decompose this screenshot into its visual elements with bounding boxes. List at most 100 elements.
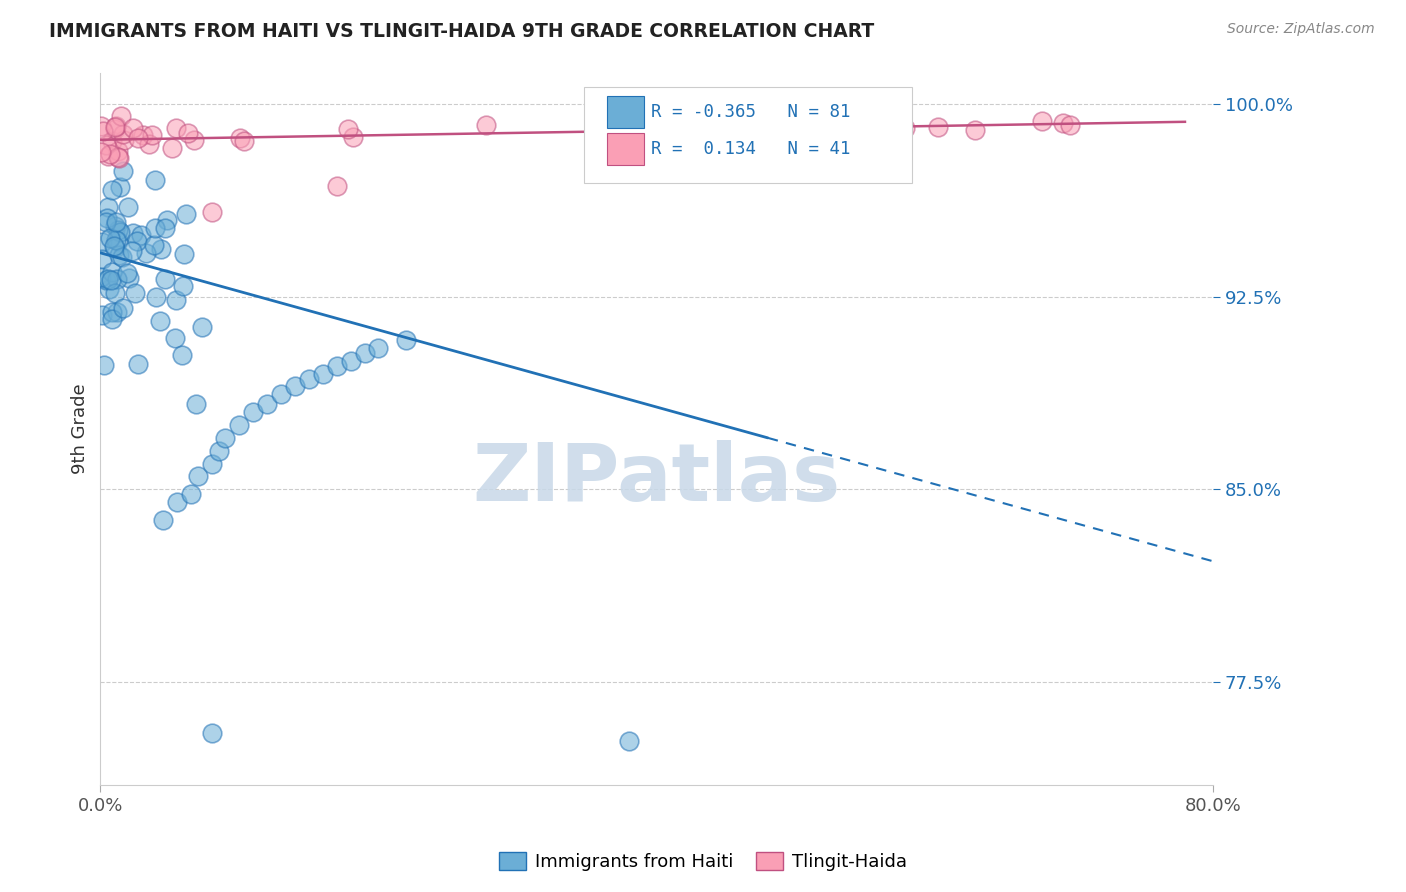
- Point: [90, 145, 112, 159]
- Point: [93, 358, 115, 372]
- Point: [104, 215, 127, 229]
- Point: [149, 242, 172, 256]
- Point: [96, 211, 118, 225]
- Point: [101, 183, 124, 197]
- Point: [162, 141, 184, 155]
- Point: [115, 265, 138, 279]
- Point: [100, 273, 122, 287]
- Point: [177, 126, 200, 140]
- Point: [173, 247, 195, 261]
- Point: [152, 513, 174, 527]
- Point: [135, 245, 157, 260]
- Point: [603, 104, 626, 119]
- Point: [326, 359, 349, 373]
- Point: [326, 179, 349, 194]
- Point: [110, 225, 132, 239]
- Point: [98, 231, 121, 245]
- Point: [165, 120, 187, 135]
- Point: [183, 132, 205, 146]
- Point: [108, 248, 131, 262]
- Point: [1031, 114, 1053, 128]
- Point: [200, 726, 222, 740]
- Point: [166, 495, 188, 509]
- Point: [107, 222, 129, 236]
- Point: [105, 233, 128, 247]
- Point: [1059, 118, 1081, 132]
- Point: [187, 469, 209, 483]
- Point: [138, 137, 160, 152]
- Point: [284, 379, 307, 393]
- Point: [101, 265, 124, 279]
- Text: ZIPatlas: ZIPatlas: [472, 440, 841, 517]
- Point: [474, 119, 496, 133]
- Point: [94, 215, 117, 229]
- Point: [156, 213, 179, 227]
- FancyBboxPatch shape: [606, 133, 644, 165]
- Point: [336, 121, 359, 136]
- FancyBboxPatch shape: [585, 87, 912, 183]
- Point: [100, 305, 122, 319]
- Point: [145, 221, 167, 235]
- Point: [104, 241, 127, 255]
- Point: [125, 234, 148, 248]
- Point: [110, 109, 132, 123]
- Point: [145, 289, 167, 303]
- Point: [91, 123, 114, 137]
- Point: [617, 734, 640, 748]
- Point: [101, 312, 124, 326]
- Point: [673, 161, 696, 175]
- Point: [176, 207, 198, 221]
- Point: [141, 128, 163, 142]
- Point: [312, 367, 335, 381]
- Point: [108, 180, 131, 194]
- Point: [107, 144, 129, 158]
- Point: [105, 305, 128, 319]
- Text: R = -0.365   N = 81: R = -0.365 N = 81: [651, 103, 851, 121]
- Point: [112, 301, 135, 316]
- Point: [367, 341, 389, 355]
- Point: [353, 346, 375, 360]
- Point: [395, 333, 418, 347]
- Point: [132, 128, 155, 143]
- Point: [339, 353, 361, 368]
- Point: [118, 271, 141, 285]
- Point: [127, 131, 149, 145]
- Point: [96, 273, 118, 287]
- Point: [228, 417, 250, 432]
- Point: [117, 200, 139, 214]
- Point: [91, 252, 114, 266]
- Point: [143, 172, 166, 186]
- Point: [108, 151, 131, 165]
- Point: [200, 457, 222, 471]
- Point: [129, 227, 152, 242]
- Point: [107, 235, 129, 249]
- Point: [111, 250, 134, 264]
- Point: [91, 235, 114, 249]
- Point: [112, 127, 135, 141]
- Point: [101, 134, 124, 148]
- Point: [149, 314, 172, 328]
- Point: [270, 387, 292, 401]
- Point: [90, 269, 112, 284]
- Point: [228, 131, 250, 145]
- Point: [105, 272, 128, 286]
- Text: Source: ZipAtlas.com: Source: ZipAtlas.com: [1227, 22, 1375, 37]
- Point: [184, 397, 207, 411]
- Point: [180, 487, 202, 501]
- Text: IMMIGRANTS FROM HAITI VS TLINGIT-HAIDA 9TH GRADE CORRELATION CHART: IMMIGRANTS FROM HAITI VS TLINGIT-HAIDA 9…: [49, 22, 875, 41]
- Point: [894, 120, 917, 135]
- Point: [963, 123, 986, 137]
- Point: [298, 372, 321, 386]
- Point: [104, 120, 127, 134]
- Point: [104, 219, 127, 233]
- Point: [97, 282, 120, 296]
- FancyBboxPatch shape: [606, 95, 644, 128]
- Point: [172, 278, 194, 293]
- Point: [668, 115, 690, 129]
- Point: [153, 272, 176, 286]
- Point: [127, 357, 149, 371]
- Point: [165, 293, 187, 307]
- Point: [90, 119, 112, 133]
- Point: [927, 120, 949, 134]
- Legend: Immigrants from Haiti, Tlingit-Haida: Immigrants from Haiti, Tlingit-Haida: [492, 845, 914, 879]
